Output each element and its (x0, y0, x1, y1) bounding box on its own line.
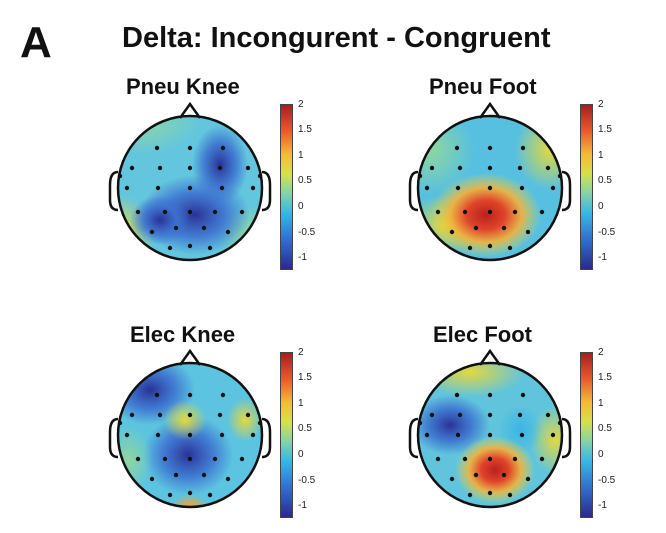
colorbar-tick: 0.5 (298, 175, 312, 186)
colorbar-tick: 1.5 (598, 124, 612, 135)
topomap-elec-foot (408, 348, 572, 509)
colorbar-tick: 0 (298, 201, 304, 212)
colorbar-pneu-foot (580, 104, 593, 270)
panel-letter: A (20, 18, 52, 67)
colorbar-tick: 2 (298, 99, 304, 110)
colorbar-tick: 0 (298, 449, 304, 460)
topomap-pneu-foot (408, 101, 572, 262)
colorbar-tick: -0.5 (298, 475, 316, 486)
topomap-pneu-knee (108, 101, 272, 262)
colorbar-tick: 1.5 (298, 372, 312, 383)
map-title-pneu-foot: Pneu Foot (429, 74, 537, 99)
colorbar-tick: -1 (598, 252, 607, 263)
colorbar-tick: 2 (298, 347, 304, 358)
map-title-elec-knee: Elec Knee (130, 322, 236, 347)
colorbar-tick: 1 (298, 398, 304, 409)
colorbar-tick: -1 (598, 500, 607, 511)
colorbar-tick: -0.5 (298, 227, 316, 238)
colorbar-tick: 1.5 (298, 124, 312, 135)
colorbar-tick: 1.5 (598, 372, 612, 383)
colorbar-tick: -1 (298, 252, 307, 263)
colorbar-tick: 0.5 (598, 175, 612, 186)
colorbar-tick: -0.5 (598, 227, 616, 238)
colorbar-tick: 2 (598, 99, 604, 110)
colorbar-tick: 1 (598, 150, 604, 161)
colorbar-tick: 1 (298, 150, 304, 161)
colorbar-tick: 0 (598, 201, 604, 212)
colorbar-tick: 0.5 (298, 423, 312, 434)
figure-title: Delta: Incongurent - Congruent (122, 22, 551, 54)
colorbar-tick: 0.5 (598, 423, 612, 434)
colorbar-tick: -1 (298, 500, 307, 511)
map-title-pneu-knee: Pneu Knee (126, 74, 240, 99)
colorbar-elec-foot (580, 352, 593, 518)
colorbar-elec-knee (280, 352, 293, 518)
colorbar-tick: -0.5 (598, 475, 616, 486)
colorbar-tick: 0 (598, 449, 604, 460)
topomap-elec-knee (108, 348, 272, 509)
colorbar-tick: 2 (598, 347, 604, 358)
colorbar-pneu-knee (280, 104, 293, 270)
map-title-elec-foot: Elec Foot (433, 322, 533, 347)
colorbar-tick: 1 (598, 398, 604, 409)
